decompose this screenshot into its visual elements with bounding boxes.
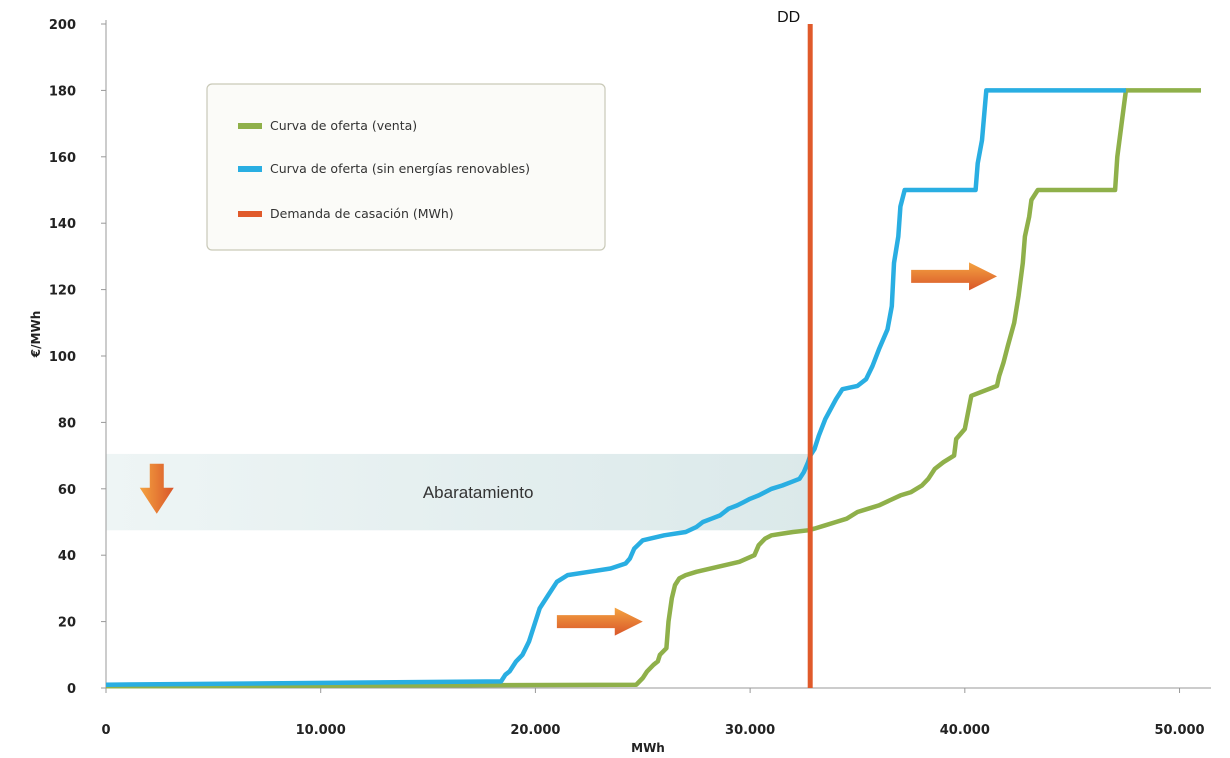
axes: 0 20 40 60 80 100 120 140 160 180 200 0 10.000 20.000… — [49, 18, 1211, 738]
x-axis-title: MWh — [631, 741, 665, 755]
y-tick-label: 60 — [58, 483, 76, 498]
legend-box — [206, 83, 606, 251]
legend: Curva de oferta (venta) Curva de oferta … — [206, 83, 606, 251]
price-drop-band-fill — [106, 453, 811, 531]
x-tick-label: 50.000 — [1154, 723, 1204, 738]
y-tick-label: 40 — [58, 549, 76, 564]
x-tick-label: 0 — [101, 723, 110, 738]
y-axis-title: €/MWh — [29, 311, 43, 358]
y-tick-label: 100 — [49, 350, 76, 365]
right-shift-arrow — [556, 607, 643, 636]
y-tick-label: 140 — [49, 217, 76, 232]
x-tick-label: 40.000 — [940, 723, 990, 738]
price-drop-band — [106, 451, 811, 533]
y-tick-label: 0 — [67, 682, 76, 697]
band-annotation-label: Abaratamiento — [423, 483, 534, 502]
right-shift-arrow — [911, 262, 998, 291]
legend-label-offer-no-renewables: Curva de oferta (sin energías renovables… — [270, 161, 530, 176]
y-tick-label: 200 — [49, 18, 76, 33]
demand-line-label: DD — [777, 9, 800, 26]
x-tick-label: 30.000 — [725, 723, 775, 738]
y-tick-label: 80 — [58, 416, 76, 431]
legend-swatch-demand — [238, 211, 262, 217]
shift-arrows — [139, 262, 998, 636]
y-tick-label: 180 — [49, 84, 76, 99]
legend-swatch-offer — [238, 123, 262, 129]
legend-label-demand: Demanda de casación (MWh) — [270, 206, 454, 221]
x-tick-label: 10.000 — [296, 723, 346, 738]
series-lines — [105, 24, 1201, 689]
y-tick-label: 120 — [49, 284, 76, 299]
y-tick-label: 160 — [49, 151, 76, 166]
series-line-offer-no-renewables — [105, 88, 1126, 687]
legend-label-offer: Curva de oferta (venta) — [270, 118, 417, 133]
series-line-offer — [105, 88, 1201, 689]
down-price-arrow — [139, 463, 174, 514]
y-tick-label: 20 — [58, 616, 76, 631]
legend-swatch-offer-no-renewables — [238, 166, 262, 172]
x-tick-label: 20.000 — [510, 723, 560, 738]
